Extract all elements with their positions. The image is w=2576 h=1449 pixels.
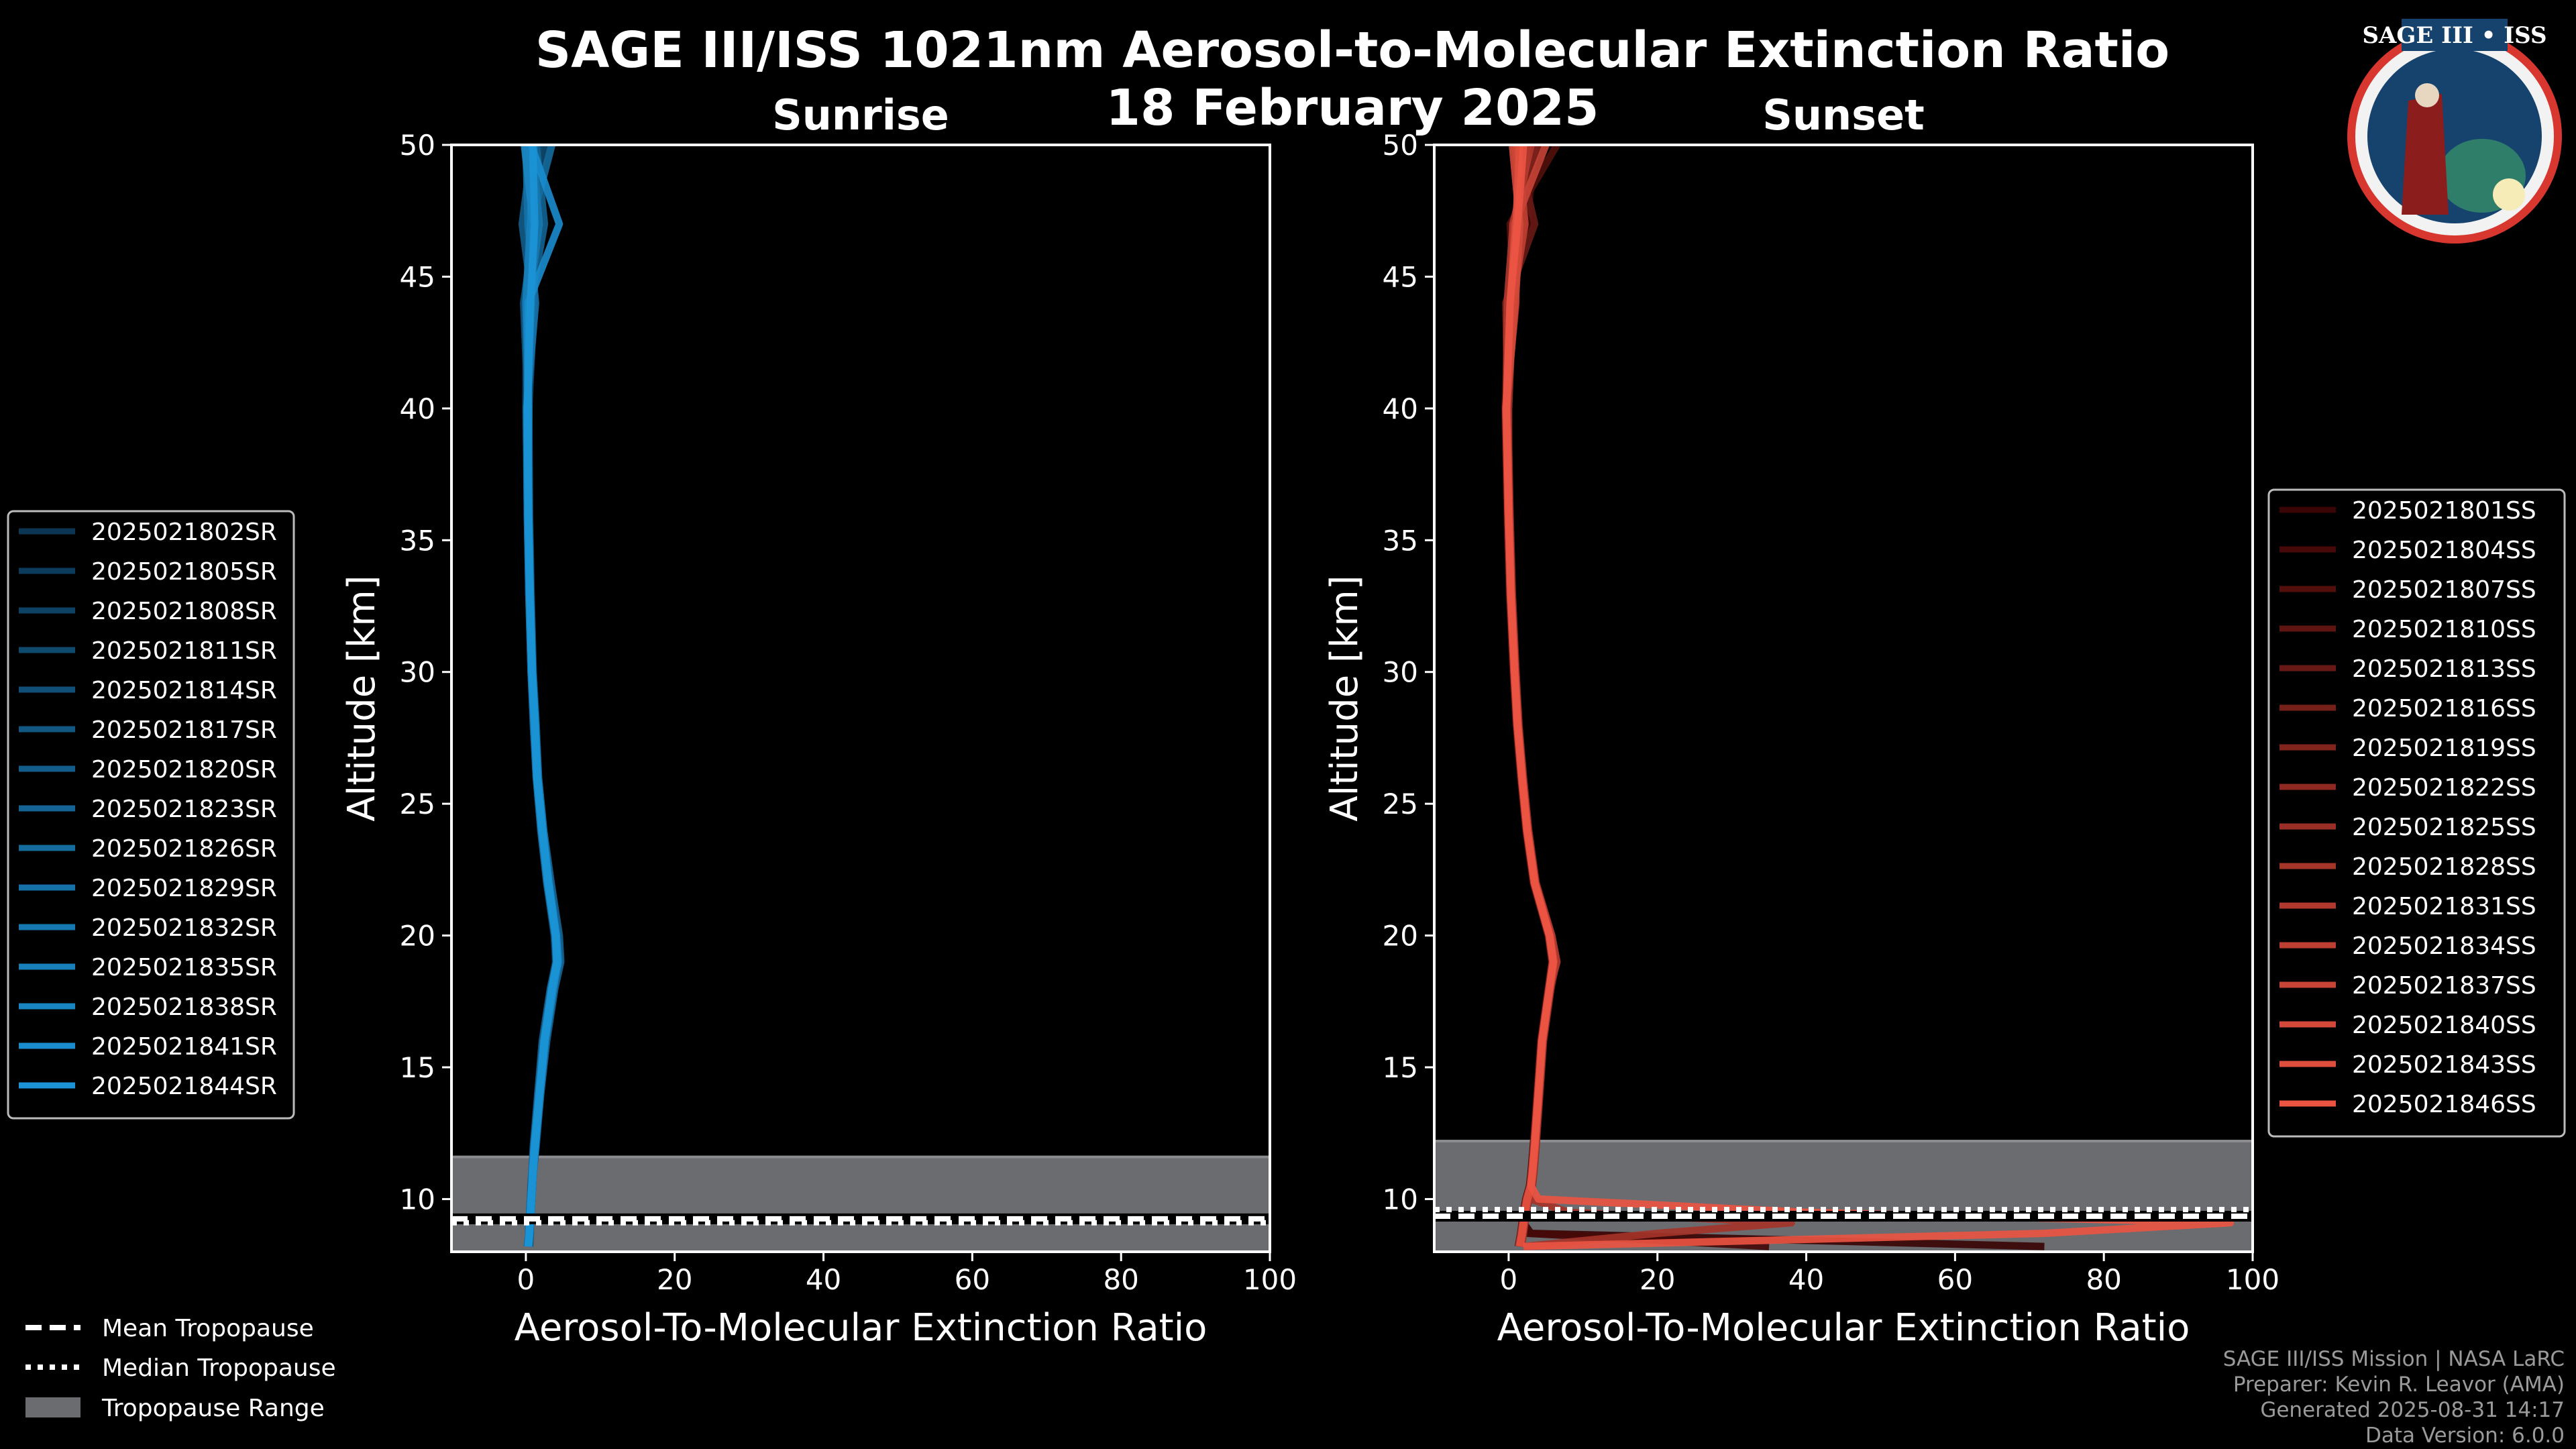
legend-label-2025021810SS: 2025021810SS [2352, 616, 2536, 643]
sunrise-legend-frame [7, 510, 295, 1120]
legend-label-2025021808SR: 2025021808SR [91, 598, 277, 625]
logo-text: SAGE III • ISS [2362, 22, 2546, 49]
sunset-x-tick-label: 60 [1937, 1263, 1973, 1296]
sunrise-x-tick-label: 100 [1243, 1263, 1297, 1296]
sunset-x-tick-label: 40 [1788, 1263, 1824, 1296]
tropopause-legend: Mean Tropopause Median Tropopause Tropop… [25, 1315, 336, 1422]
legend-label-2025021834SS: 2025021834SS [2352, 932, 2536, 960]
tropopause-range-label: Tropopause Range [101, 1395, 325, 1422]
sunset-y-tick-label: 20 [1383, 920, 1418, 953]
logo-figure-head [2415, 83, 2439, 107]
sunrise-y-tick-label: 20 [400, 920, 435, 953]
sunset-y-tick-label: 35 [1383, 524, 1418, 557]
legend-label-2025021822SS: 2025021822SS [2352, 774, 2536, 802]
footer-mission: SAGE III/ISS Mission | NASA LaRC [2223, 1347, 2565, 1371]
sunset-y-axis-label: Altitude [km] [1323, 575, 1366, 821]
sunrise-y-tick-label: 10 [400, 1183, 435, 1216]
legend-label-2025021846SS: 2025021846SS [2352, 1091, 2536, 1118]
legend-label-2025021829SR: 2025021829SR [91, 875, 277, 902]
legend-label-2025021802SR: 2025021802SR [91, 519, 277, 546]
sunrise-axes-frame [450, 144, 1271, 1253]
sunrise-x-tick-label: 40 [806, 1263, 841, 1296]
legend-label-2025021832SR: 2025021832SR [91, 914, 277, 942]
legend-label-2025021826SR: 2025021826SR [91, 835, 277, 863]
legend-label-2025021819SS: 2025021819SS [2352, 735, 2536, 762]
legend-label-2025021831SS: 2025021831SS [2352, 893, 2536, 920]
footer-data-version: Data Version: 6.0.0 [2365, 1424, 2565, 1448]
sunrise-y-tick-label: 40 [400, 392, 435, 425]
sunrise-x-tick-label: 60 [955, 1263, 990, 1296]
sunset-y-tick-label: 45 [1383, 260, 1418, 293]
sunrise-x-tick-label: 20 [657, 1263, 692, 1296]
legend-label-2025021843SS: 2025021843SS [2352, 1051, 2536, 1079]
sunrise-x-tick-label: 80 [1103, 1263, 1138, 1296]
legend-label-2025021805SR: 2025021805SR [91, 558, 277, 586]
sunset-y-tick-label: 15 [1383, 1051, 1418, 1084]
sunrise-y-axis-label: Altitude [km] [340, 575, 384, 821]
legend-label-2025021811SR: 2025021811SR [91, 637, 277, 665]
logo-moon [2493, 178, 2525, 211]
legend-label-2025021835SR: 2025021835SR [91, 954, 277, 981]
tropopause-range-swatch [25, 1397, 80, 1417]
sunset-x-tick-label: 100 [2226, 1263, 2279, 1296]
sunrise-y-tick-label: 30 [400, 656, 435, 689]
sunset-plot-area [1434, 145, 2253, 1252]
legend-label-2025021840SS: 2025021840SS [2352, 1012, 2536, 1039]
legend-label-2025021825SS: 2025021825SS [2352, 814, 2536, 841]
sunset-panel-title: Sunset [1762, 91, 1925, 140]
legend-label-2025021823SR: 2025021823SR [91, 796, 277, 823]
legend-label-2025021813SS: 2025021813SS [2352, 655, 2536, 683]
logo-banner [2402, 19, 2508, 51]
legend-label-2025021841SR: 2025021841SR [91, 1033, 277, 1061]
sunrise-plot-area [451, 145, 1270, 1252]
legend-label-2025021817SR: 2025021817SR [91, 716, 277, 744]
sunset-x-tick-label: 80 [2086, 1263, 2121, 1296]
logo-figure [2402, 94, 2449, 215]
sunset-legend-frame [2267, 488, 2566, 1138]
sunset-y-tick-label: 30 [1383, 656, 1418, 689]
median-tropopause-label: Median Tropopause [102, 1354, 336, 1382]
sunrise-x-axis-label: Aerosol-To-Molecular Extinction Ratio [515, 1306, 1208, 1350]
legend-label-2025021820SR: 2025021820SR [91, 756, 277, 784]
figure-date: 18 February 2025 [1106, 79, 1599, 137]
sunrise-y-tick-label: 35 [400, 524, 435, 557]
legend-label-2025021837SS: 2025021837SS [2352, 972, 2536, 1000]
sunrise-y-tick-label: 15 [400, 1051, 435, 1084]
legend-label-2025021814SR: 2025021814SR [91, 677, 277, 704]
footer-preparer: Preparer: Kevin R. Leavor (AMA) [2233, 1373, 2565, 1397]
sunrise-tropopause-range [451, 1157, 1270, 1252]
sunset-y-tick-label: 50 [1383, 129, 1418, 162]
sunset-panel: 2025021801SS2025021804SS2025021807SS2025… [1383, 129, 2566, 1296]
sunrise-y-tick-label: 45 [400, 260, 435, 293]
sunrise-panel-title: Sunrise [772, 91, 949, 140]
legend-label-2025021844SR: 2025021844SR [91, 1073, 277, 1100]
footer-generated: Generated 2025-08-31 14:17 [2260, 1398, 2565, 1422]
sage-iii-iss-logo: SAGE III • ISS [2347, 19, 2562, 244]
sunset-y-tick-label: 10 [1383, 1183, 1418, 1216]
legend-label-2025021804SS: 2025021804SS [2352, 537, 2536, 564]
figure-title: SAGE III/ISS 1021nm Aerosol-to-Molecular… [535, 21, 2169, 79]
sunrise-x-tick-label: 0 [517, 1263, 535, 1296]
sunset-y-tick-label: 25 [1383, 788, 1418, 820]
legend-label-2025021816SS: 2025021816SS [2352, 695, 2536, 722]
sunset-x-tick-label: 20 [1640, 1263, 1675, 1296]
sunrise-y-tick-label: 25 [400, 788, 435, 820]
sunset-y-tick-label: 40 [1383, 392, 1418, 425]
sunset-x-tick-label: 0 [1500, 1263, 1518, 1296]
mean-tropopause-label: Mean Tropopause [102, 1315, 314, 1342]
legend-label-2025021838SR: 2025021838SR [91, 994, 277, 1021]
sunrise-y-tick-label: 50 [400, 129, 435, 162]
sunset-x-axis-label: Aerosol-To-Molecular Extinction Ratio [1497, 1306, 2190, 1350]
legend-label-2025021828SS: 2025021828SS [2352, 853, 2536, 881]
sunset-axes-frame [1433, 144, 2254, 1253]
legend-label-2025021801SS: 2025021801SS [2352, 497, 2536, 525]
sunrise-profile-2025021844SR [523, 145, 561, 1247]
sunrise-panel: 2025021802SR2025021805SR2025021808SR2025… [7, 129, 1297, 1296]
footer-credits: SAGE III/ISS Mission | NASA LaRC Prepare… [2223, 1347, 2565, 1448]
legend-label-2025021807SS: 2025021807SS [2352, 576, 2536, 604]
sunset-profile-2025021846SS [1503, 145, 2235, 1250]
